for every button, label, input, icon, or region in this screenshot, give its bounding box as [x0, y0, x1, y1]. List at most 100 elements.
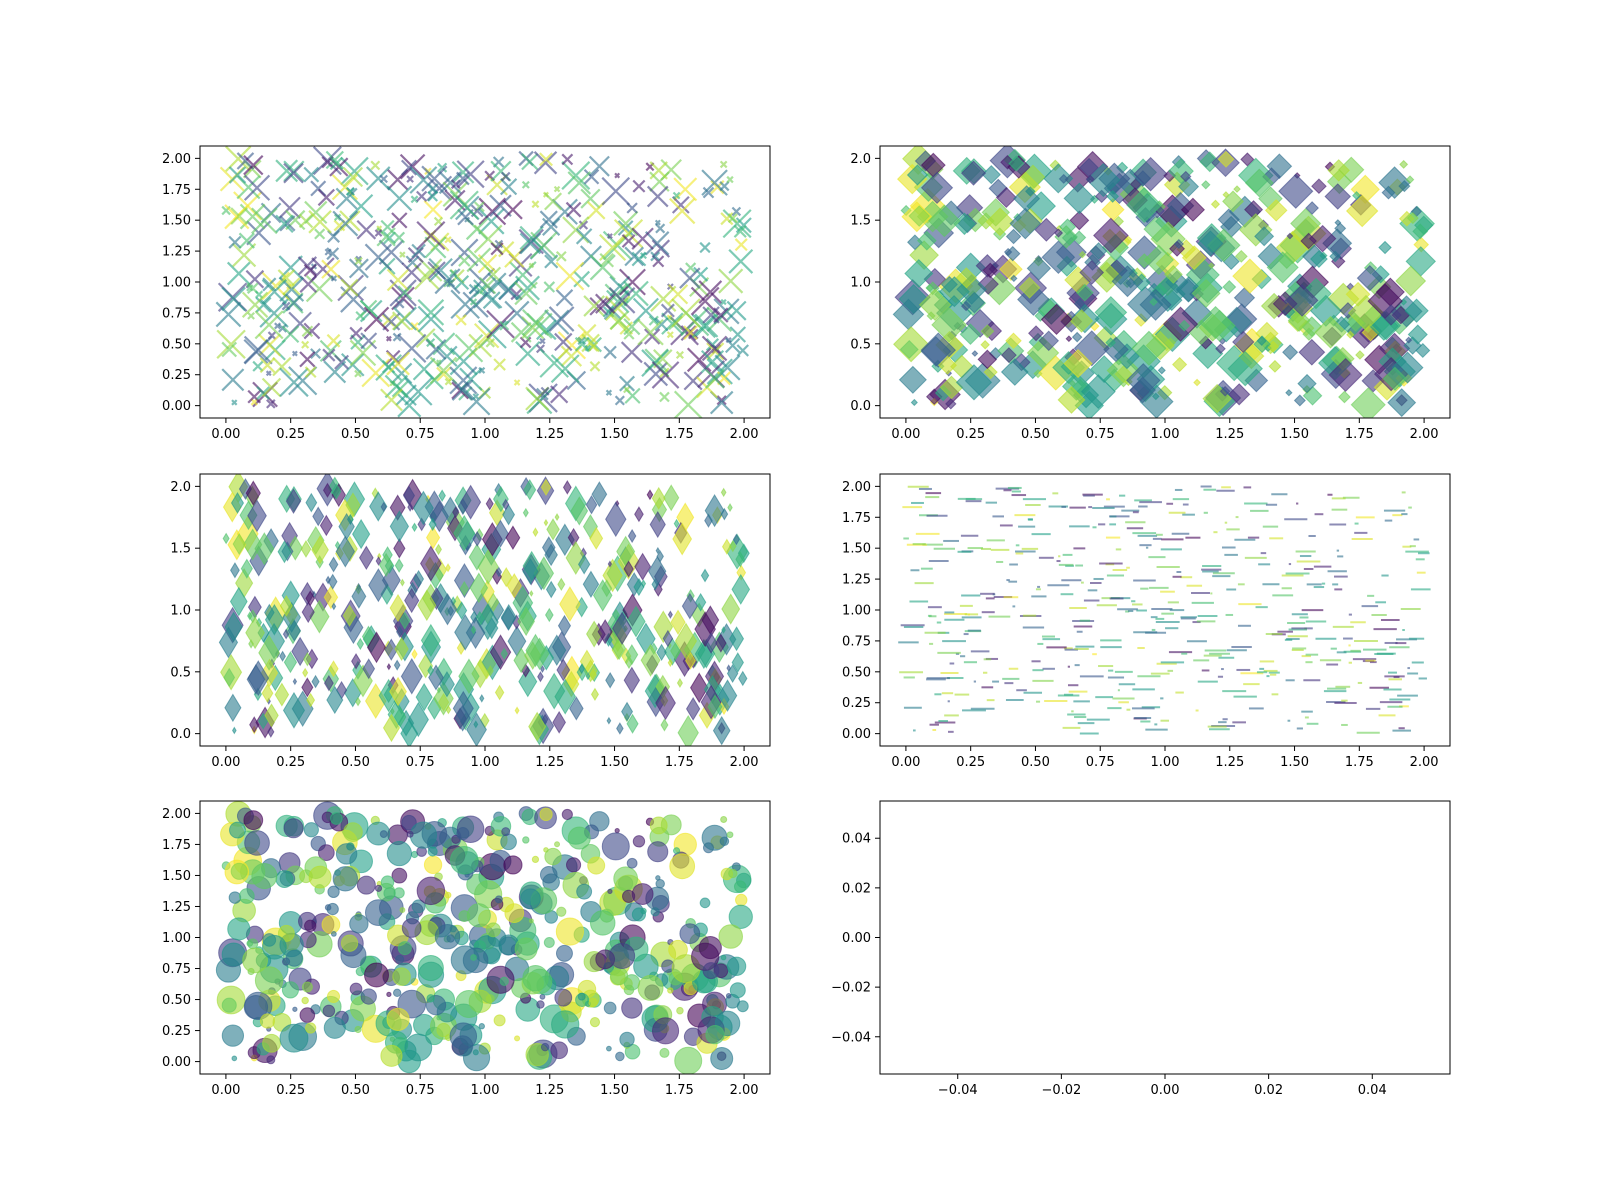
- data-point: [640, 643, 661, 677]
- data-point: [660, 718, 669, 732]
- data-point: [670, 609, 686, 635]
- data-point: [310, 348, 322, 360]
- data-point: [218, 626, 239, 659]
- data-point: [301, 677, 314, 698]
- data-point: [352, 518, 371, 550]
- data-point: [643, 361, 669, 387]
- data-point: [331, 602, 337, 611]
- data-point: [279, 650, 286, 662]
- data-point: [494, 684, 505, 701]
- data-point: [561, 161, 591, 190]
- data-point: [906, 164, 929, 186]
- data-point: [291, 350, 298, 357]
- data-point: [514, 706, 520, 715]
- data-point: [1034, 217, 1059, 242]
- data-point: [349, 326, 363, 340]
- data-point: [279, 594, 293, 617]
- data-point: [243, 335, 273, 365]
- data-point: [297, 256, 318, 276]
- data-point: [661, 312, 684, 335]
- data-point: [517, 606, 535, 637]
- data-point: [427, 846, 438, 857]
- y-tick-label: 0.00: [162, 1055, 191, 1070]
- data-point: [578, 663, 585, 675]
- data-point: [518, 665, 538, 698]
- data-point: [366, 821, 391, 846]
- data-point: [983, 365, 998, 380]
- data-point: [654, 317, 669, 332]
- data-point: [693, 266, 709, 282]
- data-point: [354, 1025, 362, 1034]
- data-point: [540, 386, 550, 396]
- data-point: [1193, 378, 1201, 387]
- data-point: [254, 290, 264, 299]
- data-point: [494, 895, 503, 904]
- data-point: [305, 590, 316, 607]
- data-point: [674, 1046, 703, 1074]
- data-point: [308, 865, 332, 889]
- data-point: [659, 1047, 670, 1058]
- subplot-6: −0.04 −0.02 0.00 0.02 0.04 −0.04 −0.02 0.00 0.02…: [831, 800, 1451, 1098]
- data-point: [380, 388, 403, 412]
- data-point: [285, 488, 302, 515]
- data-point: [275, 214, 294, 234]
- data-point: [380, 501, 387, 513]
- data-point: [261, 279, 288, 305]
- data-point: [699, 897, 711, 909]
- data-point: [541, 536, 556, 559]
- data-point: [565, 201, 582, 218]
- data-point: [1266, 153, 1293, 180]
- data-point: [1346, 330, 1355, 339]
- data-point: [283, 162, 304, 184]
- data-point: [502, 503, 516, 526]
- data-point: [589, 360, 601, 372]
- data-point: [369, 491, 388, 522]
- data-point: [230, 492, 245, 514]
- x-tick-label: 1.50: [600, 755, 629, 770]
- data-point: [674, 622, 698, 660]
- data-point: [1126, 363, 1161, 398]
- data-point: [279, 367, 309, 398]
- data-point: [321, 259, 341, 279]
- data-point: [668, 197, 696, 225]
- data-point: [326, 989, 341, 1004]
- data-point: [612, 611, 633, 646]
- data-point: [620, 341, 643, 364]
- data-point: [232, 532, 246, 556]
- data-point: [553, 185, 561, 193]
- data-point: [676, 1006, 684, 1015]
- data-point: [606, 716, 612, 725]
- data-point: [1126, 187, 1163, 224]
- x-tick-label: 0.25: [956, 755, 985, 770]
- data-point: [1215, 343, 1226, 355]
- y-tick-label: 1.00: [162, 931, 191, 946]
- data-point: [502, 498, 510, 511]
- data-point: [1298, 338, 1326, 366]
- data-point: [1181, 245, 1207, 271]
- data-point: [1314, 315, 1347, 349]
- data-point: [1089, 242, 1108, 260]
- data-point: [340, 156, 369, 186]
- data-point: [1005, 228, 1022, 245]
- data-point: [261, 683, 274, 704]
- data-point: [436, 1015, 442, 1021]
- data-point: [412, 357, 436, 381]
- data-point: [685, 696, 701, 721]
- data-point: [354, 256, 363, 266]
- data-point: [649, 816, 668, 835]
- data-point: [500, 647, 508, 660]
- x-tick-label: 0.75: [406, 755, 435, 770]
- data-point: [546, 518, 560, 541]
- data-point: [355, 696, 361, 707]
- data-point: [626, 857, 638, 869]
- data-point: [409, 821, 438, 849]
- data-point: [1232, 258, 1268, 294]
- data-point: [955, 364, 993, 401]
- data-point: [522, 507, 529, 518]
- y-tick-label: 1.50: [162, 869, 191, 884]
- data-point: [323, 585, 339, 610]
- data-point: [651, 1017, 680, 1045]
- data-point: [417, 589, 437, 622]
- data-point: [416, 190, 428, 202]
- data-point: [731, 573, 751, 605]
